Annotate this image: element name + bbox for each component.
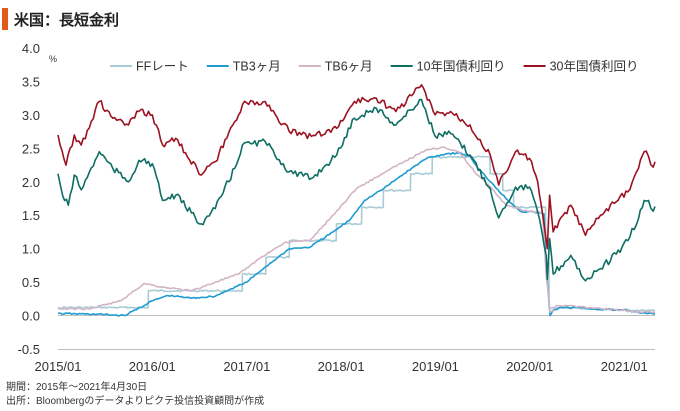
y-tick-label: 4.0 <box>22 41 40 56</box>
chart-title-bar: 米国：長短金利 <box>2 8 119 30</box>
y-tick-label: 1.5 <box>22 208 40 223</box>
x-tick-label: 2016/01 <box>129 359 176 374</box>
legend-label: TB3ヶ月 <box>233 60 281 74</box>
legend-label: 30年国債利回り <box>550 59 639 74</box>
legend-label: TB6ヶ月 <box>325 60 373 74</box>
x-tick-label: 2018/01 <box>318 359 365 374</box>
legend-label: 10年国債利回り <box>417 59 506 74</box>
chart-title: 米国：長短金利 <box>14 11 120 29</box>
title-accent-bar <box>2 8 8 30</box>
series-line <box>57 155 656 312</box>
y-tick-label: -0.5 <box>18 342 40 357</box>
series-line <box>57 151 656 317</box>
x-tick-label: 2015/01 <box>35 359 82 374</box>
y-tick-label: 0.5 <box>22 275 40 290</box>
y-tick-label: 3.5 <box>22 74 40 89</box>
x-tick-label: 2020/01 <box>506 359 553 374</box>
x-tick-label: 2021/01 <box>601 359 648 374</box>
y-unit-label: % <box>49 54 57 64</box>
series-line <box>57 146 656 314</box>
period-note: 期間：2015年～2021年4月30日 <box>6 382 148 393</box>
source-note: 出所：Bloombergのデータよりピクテ投信投資顧問が作成 <box>6 396 265 407</box>
series-line <box>57 98 656 282</box>
series-line <box>57 84 656 250</box>
y-tick-label: 0.0 <box>22 309 40 324</box>
y-tick-label: 3.0 <box>22 108 40 123</box>
y-tick-label: 2.5 <box>22 141 40 156</box>
y-tick-label: 2.0 <box>22 175 40 190</box>
y-tick-label: 1.0 <box>22 242 40 257</box>
x-tick-label: 2017/01 <box>223 359 270 374</box>
x-tick-label: 2019/01 <box>412 359 459 374</box>
legend-label: FFレート <box>136 60 189 74</box>
